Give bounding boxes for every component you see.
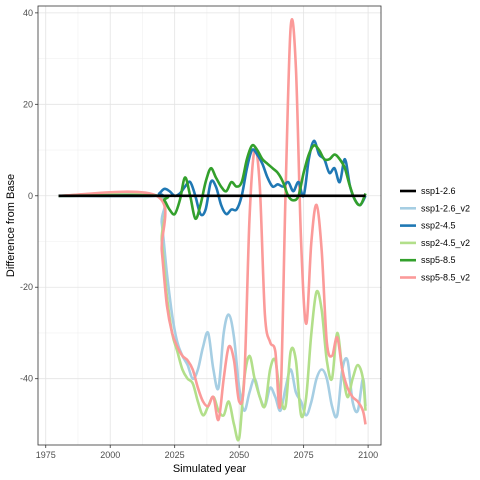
legend-item: ssp2-4.5_v2 [400, 238, 470, 248]
x-tick-label: 2100 [358, 450, 378, 460]
x-tick-label: 2025 [165, 450, 185, 460]
series-line-ssp2-4.5_v2 [58, 191, 367, 442]
y-tick-label: -20 [20, 282, 33, 292]
legend-item: ssp1-2.6_v2 [400, 203, 470, 213]
plot-panel-border [37, 5, 382, 446]
y-tick-label: 40 [23, 8, 33, 18]
legend-label: ssp2-4.5 [421, 221, 456, 231]
series-lines [58, 18, 367, 442]
legend-item: ssp5-8.5 [400, 255, 456, 265]
x-tick-label: 2000 [100, 450, 120, 460]
legend: ssp1-2.6 ssp1-2.6_v2 ssp2-4.5 ssp2-4.5_v2ss… [400, 186, 470, 283]
legend-item: ssp5-8.5_v2 [400, 273, 470, 283]
y-tick-label: -40 [20, 374, 33, 384]
x-tick-label: 1975 [36, 450, 56, 460]
series-line-ssp2-4.5 [58, 139, 367, 217]
legend-label: ssp2-4.5_v2 [421, 238, 470, 248]
axes: 1975 2000 2025 2050 2075 2100 40 20 0 -20 -40 [20, 8, 378, 460]
x-tick-label: 2075 [294, 450, 314, 460]
legend-item: ssp1-2.6 [400, 186, 456, 196]
y-tick-label: 0 [28, 191, 33, 201]
legend-label: ssp5-8.5_v2 [421, 273, 470, 283]
legend-label: ssp1-2.6_v2 [421, 203, 470, 213]
y-axis-title: Difference from Base [5, 174, 17, 277]
x-tick-label: 2050 [229, 450, 249, 460]
x-axis-title: Simulated year [173, 463, 247, 475]
y-tick-label: 20 [23, 99, 33, 109]
legend-item: ssp2-4.5 [400, 221, 456, 231]
legend-label: ssp1-2.6 [421, 186, 456, 196]
legend-label: ssp5-8.5 [421, 255, 456, 265]
series-line-ssp5-8.5 [58, 143, 367, 221]
series-line-ssp5-8.5_v2 [58, 18, 367, 425]
